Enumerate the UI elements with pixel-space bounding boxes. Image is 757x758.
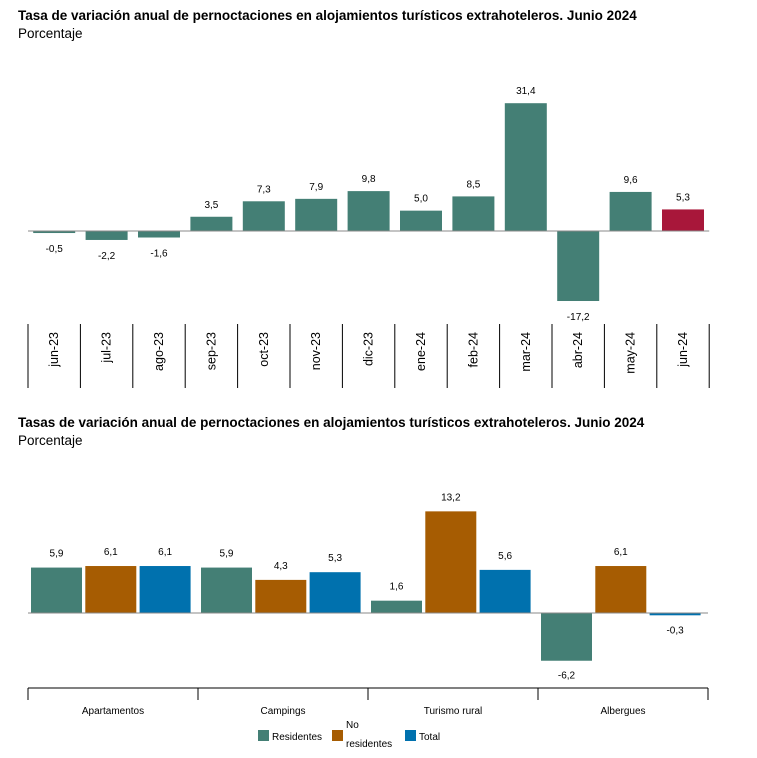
value-label-Turismo rural-Total: 5,6 — [498, 551, 512, 562]
bar-Turismo rural-Total — [479, 569, 531, 613]
value-label-Campings-Total: 5,3 — [328, 553, 342, 564]
bar-feb-24 — [452, 196, 495, 231]
chart1-svg: -0,5 -2,2 -1,6 3,5 7,3 7,9 9,8 5,0 8,5 31,4 -17,2 9… — [27, 86, 710, 388]
tick-label-mar-24: mar-24 — [519, 332, 533, 372]
tick-label-Turismo rural: Turismo rural — [424, 706, 483, 717]
value-label-jun-23: -0,5 — [46, 244, 64, 255]
value-label-ene-24: 5,0 — [414, 194, 428, 205]
bar-dic-23 — [347, 191, 390, 231]
bar-Albergues-No residentes — [595, 566, 647, 613]
tick-label-Apartamentos: Apartamentos — [82, 706, 144, 717]
legend-label-No residentes: No residentes — [346, 720, 392, 750]
tick-label-nov-23: nov-23 — [309, 332, 323, 370]
value-label-Albergues-No residentes: 6,1 — [614, 547, 628, 558]
bar-oct-23 — [242, 201, 285, 231]
value-label-Albergues-Residentes: -6,2 — [558, 671, 576, 682]
bar-Albergues-Total — [649, 613, 701, 616]
value-label-Albergues-Total: -0,3 — [666, 625, 684, 636]
legend-label-Residentes: Residentes — [272, 732, 322, 743]
bar-Albergues-Residentes — [541, 613, 592, 661]
legend-label-Total: Total — [419, 732, 440, 743]
value-label-Apartamentos-Residentes: 5,9 — [50, 549, 64, 560]
value-label-feb-24: 8,5 — [466, 179, 480, 190]
value-label-Turismo rural-Residentes: 1,6 — [390, 582, 404, 593]
tick-label-jul-23: jul-23 — [100, 332, 114, 364]
bar-jun-24 — [662, 209, 704, 231]
chart2-subtitle: Porcentaje — [18, 433, 83, 448]
bar-Turismo rural-Residentes — [371, 600, 422, 613]
value-label-oct-23: 7,3 — [257, 184, 271, 195]
value-label-Apartamentos-Total: 6,1 — [158, 547, 172, 558]
value-label-Campings-No residentes: 4,3 — [274, 561, 288, 572]
bar-Campings-Total — [309, 572, 361, 613]
tick-label-jun-24: jun-24 — [676, 332, 690, 368]
tick-label-oct-23: oct-23 — [257, 332, 271, 367]
tick-label-dic-23: dic-23 — [362, 332, 376, 366]
chart1-subtitle: Porcentaje — [18, 26, 83, 41]
tick-label-ene-24: ene-24 — [414, 332, 428, 371]
chart1-title: Tasa de variación anual de pernoctacione… — [18, 8, 637, 23]
legend-swatch-No residentes — [332, 730, 343, 741]
bar-sep-23 — [190, 216, 233, 231]
chart2-title: Tasas de variación anual de pernoctacion… — [18, 415, 645, 430]
bar-abr-24 — [557, 231, 600, 302]
value-label-jul-23: -2,2 — [98, 251, 116, 262]
tick-label-sep-23: sep-23 — [204, 332, 218, 370]
value-label-ago-23: -1,6 — [150, 249, 168, 260]
bar-mar-24 — [504, 103, 547, 231]
legend-swatch-Total — [405, 730, 416, 741]
bar-Apartamentos-Total — [139, 566, 191, 613]
bar-Turismo rural-No residentes — [425, 511, 477, 613]
bar-jun-23 — [33, 231, 76, 234]
bar-Apartamentos-Residentes — [31, 567, 82, 613]
tick-label-jun-23: jun-23 — [47, 332, 61, 368]
value-label-sep-23: 3,5 — [204, 200, 218, 211]
bar-ago-23 — [138, 231, 180, 238]
value-label-dic-23: 9,8 — [362, 174, 376, 185]
bar-jul-23 — [85, 231, 128, 240]
bar-ene-24 — [400, 210, 442, 231]
value-label-Turismo rural-No residentes: 13,2 — [441, 492, 461, 503]
bar-Campings-Residentes — [201, 567, 252, 613]
value-label-jun-24: 5,3 — [676, 192, 690, 203]
bar-may-24 — [609, 191, 652, 231]
value-label-Apartamentos-No residentes: 6,1 — [104, 547, 118, 558]
value-label-abr-24: -17,2 — [567, 312, 590, 323]
tick-label-ago-23: ago-23 — [152, 332, 166, 371]
tick-label-Albergues: Albergues — [600, 706, 645, 717]
value-label-mar-24: 31,4 — [516, 86, 536, 97]
value-label-Campings-Residentes: 5,9 — [220, 549, 234, 560]
tick-label-abr-24: abr-24 — [571, 332, 585, 368]
tick-label-may-24: may-24 — [624, 332, 638, 374]
legend-swatch-Residentes — [258, 730, 269, 741]
value-label-nov-23: 7,9 — [309, 182, 323, 193]
bar-nov-23 — [295, 198, 338, 231]
tick-label-Campings: Campings — [260, 706, 305, 717]
bar-Campings-No residentes — [255, 579, 307, 613]
tick-label-feb-24: feb-24 — [466, 332, 480, 367]
bar-Apartamentos-No residentes — [85, 566, 137, 613]
value-label-may-24: 9,6 — [624, 175, 638, 186]
